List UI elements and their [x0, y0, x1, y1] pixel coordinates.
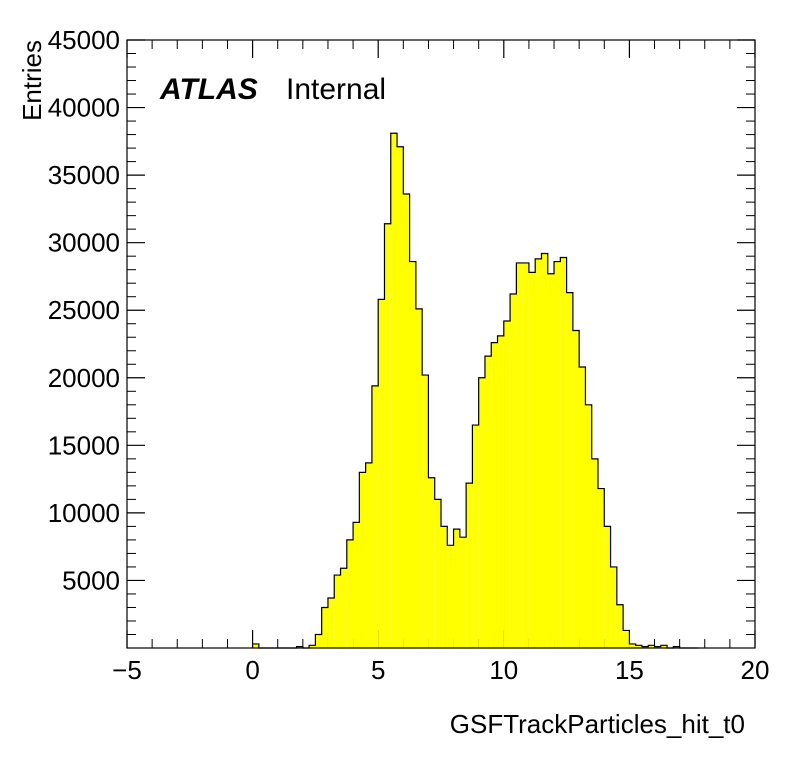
histogram-bar [516, 262, 523, 648]
histogram-bar [484, 356, 492, 648]
histogram-bar [629, 643, 636, 648]
histogram-bar [415, 308, 423, 648]
histogram-bar [554, 261, 561, 648]
histogram-bar [453, 529, 460, 648]
histogram-bar [547, 273, 555, 648]
histogram-bar [641, 646, 649, 648]
histogram-bar [315, 634, 322, 648]
histogram-bar [572, 330, 580, 648]
histogram-bar [503, 321, 511, 648]
histogram-bar [566, 292, 573, 648]
tick-labels: −5 0 5 10 15 20 5000 10000 15000 20000 25000 30000 3… [48, 25, 770, 685]
histogram-bar [409, 261, 416, 648]
histogram-bar [371, 385, 379, 648]
histogram-bar [541, 253, 548, 649]
x-tick-label: 20 [741, 655, 770, 685]
histogram-bar [428, 477, 435, 648]
y-tick-label: 10000 [48, 498, 120, 528]
histogram-bar [403, 194, 410, 648]
histogram-bar [528, 272, 536, 648]
histogram-bar [598, 488, 605, 648]
histogram-bar [390, 133, 398, 649]
histogram-bar [309, 645, 316, 648]
histogram-bar [378, 299, 385, 648]
y-tick-label: 30000 [48, 228, 120, 258]
histogram-bars [252, 132, 699, 649]
histogram-bar [579, 366, 586, 648]
histogram-bar [478, 377, 485, 648]
histogram-bar [522, 262, 529, 648]
histogram-bar [346, 539, 354, 648]
histogram-bar [327, 598, 335, 648]
histogram-bar [321, 607, 328, 648]
histogram-bar [673, 646, 680, 648]
y-tick-label: 20000 [48, 363, 120, 393]
y-axis-title: Entries [17, 40, 47, 121]
histogram-bar [472, 425, 479, 648]
y-tick-label: 45000 [48, 25, 120, 55]
histogram-bar [635, 645, 642, 648]
histogram-bar [434, 499, 441, 648]
histogram-bar [510, 294, 517, 648]
histogram-bar [447, 545, 454, 648]
x-tick-label: 0 [245, 655, 259, 685]
y-tick-label: 40000 [48, 93, 120, 123]
x-tick-label: 15 [615, 655, 644, 685]
histogram-bar [384, 223, 391, 648]
y-tick-label: 35000 [48, 160, 120, 190]
histogram-bar [585, 404, 592, 648]
histogram-bar [491, 342, 498, 648]
histogram-outline [252, 132, 699, 649]
histogram-bar [604, 526, 611, 648]
y-tick-label: 5000 [62, 565, 120, 595]
histogram-bar [353, 522, 360, 648]
histogram-bar [459, 537, 467, 648]
y-tick-label: 15000 [48, 430, 120, 460]
histogram-bar [610, 566, 617, 648]
y-tick-label: 25000 [48, 295, 120, 325]
histogram-bar [497, 335, 504, 648]
histogram-bar [648, 645, 655, 648]
histogram-bar [397, 146, 404, 649]
histogram-bar [296, 646, 303, 648]
atlas-label: ATLAS [159, 73, 258, 106]
histogram-bar [591, 458, 598, 648]
histogram-bar [340, 568, 347, 648]
histogram-bar [252, 643, 259, 648]
x-tick-label: −5 [112, 655, 142, 685]
histogram-bar [623, 630, 630, 648]
histogram-bar [560, 257, 567, 648]
histogram-bar [654, 646, 661, 648]
histogram-bar [535, 258, 542, 648]
histogram-bar [422, 375, 429, 648]
x-tick-label: 10 [489, 655, 518, 685]
histogram-bar [359, 472, 366, 648]
histogram-bar [616, 604, 624, 648]
histogram-bar [441, 526, 448, 648]
internal-label: Internal [286, 73, 386, 106]
x-tick-label: 5 [371, 655, 385, 685]
histogram-bar [365, 462, 372, 648]
histogram-bar [660, 645, 668, 648]
histogram-bar [466, 483, 473, 648]
plot-frame [126, 39, 756, 649]
x-axis-title: GSFTrackParticles_hit_t0 [450, 709, 745, 739]
histogram-bar [334, 575, 341, 648]
